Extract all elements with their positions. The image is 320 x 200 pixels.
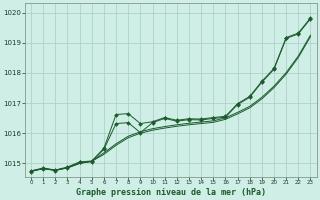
X-axis label: Graphe pression niveau de la mer (hPa): Graphe pression niveau de la mer (hPa) [76, 188, 266, 197]
